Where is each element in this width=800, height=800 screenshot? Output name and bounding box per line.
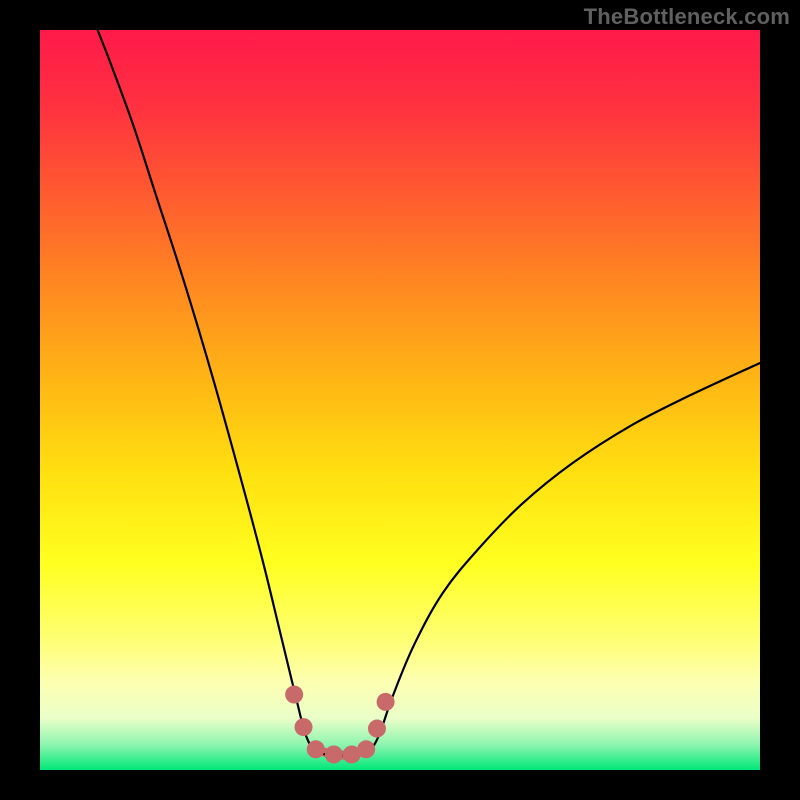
chart-container: TheBottleneck.com bbox=[0, 0, 800, 800]
curve-marker bbox=[368, 720, 386, 738]
curve-marker bbox=[307, 740, 325, 758]
curve-marker bbox=[357, 740, 375, 758]
watermark-text: TheBottleneck.com bbox=[584, 4, 790, 30]
plot-background bbox=[40, 30, 760, 770]
curve-marker bbox=[377, 693, 395, 711]
curve-marker bbox=[325, 745, 343, 763]
curve-marker bbox=[285, 686, 303, 704]
curve-marker bbox=[295, 718, 313, 736]
bottleneck-chart bbox=[0, 0, 800, 800]
